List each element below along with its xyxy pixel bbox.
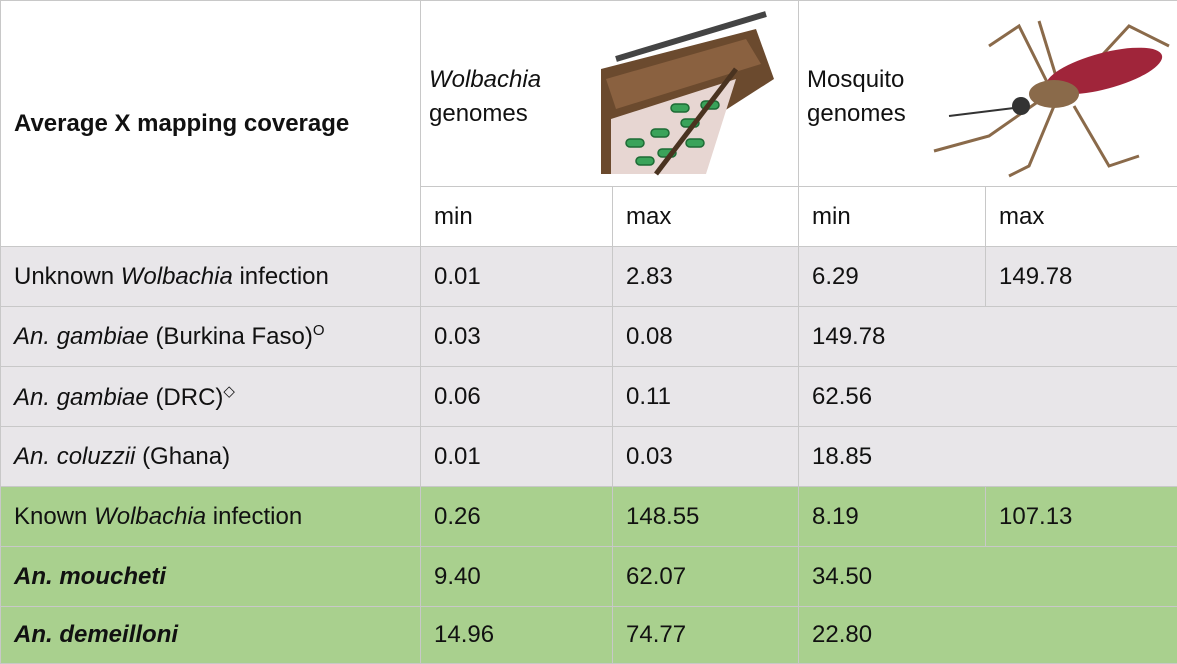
cell: 149.78 (986, 247, 1177, 307)
group-name: genomes (807, 100, 906, 127)
row: An. coluzzii (Ghana) 0.01 0.03 18.85 (1, 427, 1177, 487)
cell: 0.03 (421, 307, 613, 367)
subheader: max (986, 187, 1177, 247)
label-part: Wolbachia (121, 263, 233, 290)
cell: 107.13 (986, 487, 1177, 547)
cell: 0.11 (613, 367, 799, 427)
row-label: An. demeilloni (1, 607, 421, 664)
row-label: Unknown Wolbachia infection (1, 247, 421, 307)
row: Unknown Wolbachia infection 0.01 2.83 6.… (1, 247, 1177, 307)
cell: 14.96 (421, 607, 613, 664)
label-part: infection (213, 503, 302, 530)
cell: 149.78 (799, 307, 1177, 367)
cell: 0.26 (421, 487, 613, 547)
mosquito-illustration (929, 6, 1177, 181)
subheader: min (421, 187, 613, 247)
label-part: An. coluzzii (14, 443, 135, 470)
subheader: max (613, 187, 799, 247)
label-part: An. gambiae (14, 384, 149, 411)
subheader: min (799, 187, 986, 247)
label-mark: ◇ (223, 383, 235, 400)
wolbachia-illustration (596, 9, 786, 179)
group-name: genomes (429, 100, 528, 127)
cell: 22.80 (799, 607, 1177, 664)
header-title: Average X mapping coverage (1, 1, 421, 247)
group-name: Wolbachia (429, 66, 541, 93)
cell: 9.40 (421, 547, 613, 607)
row: An. moucheti 9.40 62.07 34.50 (1, 547, 1177, 607)
row-label: An. coluzzii (Ghana) (1, 427, 421, 487)
label-part: Wolbachia (94, 503, 206, 530)
row-label: An. moucheti (1, 547, 421, 607)
row: An. gambiae (Burkina Faso)O 0.03 0.08 14… (1, 307, 1177, 367)
cell: 0.06 (421, 367, 613, 427)
cell: 0.03 (613, 427, 799, 487)
cell: 0.01 (421, 427, 613, 487)
label-part: (Burkina Faso) (155, 323, 312, 350)
cell: 62.07 (613, 547, 799, 607)
row: An. demeilloni 14.96 74.77 22.80 (1, 607, 1177, 664)
cell: 18.85 (799, 427, 1177, 487)
cell: 0.01 (421, 247, 613, 307)
cell: 6.29 (799, 247, 986, 307)
cell: 34.50 (799, 547, 1177, 607)
cell: 62.56 (799, 367, 1177, 427)
label-part: infection (239, 263, 328, 290)
row: An. gambiae (DRC)◇ 0.06 0.11 62.56 (1, 367, 1177, 427)
row-label: Known Wolbachia infection (1, 487, 421, 547)
label-part: Unknown (14, 263, 114, 290)
group-label: Wolbachia genomes (429, 63, 541, 131)
row: Known Wolbachia infection 0.26 148.55 8.… (1, 487, 1177, 547)
group-label: Mosquito genomes (807, 63, 906, 131)
row-label: An. gambiae (DRC)◇ (1, 367, 421, 427)
mosquito-header: Mosquito genomes (799, 1, 1177, 187)
label-mark: O (313, 322, 325, 339)
row-label: An. gambiae (Burkina Faso)O (1, 307, 421, 367)
label-part: Known (14, 503, 87, 530)
cell: 74.77 (613, 607, 799, 664)
cell: 2.83 (613, 247, 799, 307)
group-name: Mosquito (807, 66, 904, 93)
label-part: (Ghana) (142, 443, 230, 470)
label-part: (DRC) (155, 384, 223, 411)
wolbachia-header: Wolbachia genomes (421, 1, 799, 187)
label-part: An. gambiae (14, 323, 149, 350)
cell: 0.08 (613, 307, 799, 367)
cell: 8.19 (799, 487, 986, 547)
cell: 148.55 (613, 487, 799, 547)
